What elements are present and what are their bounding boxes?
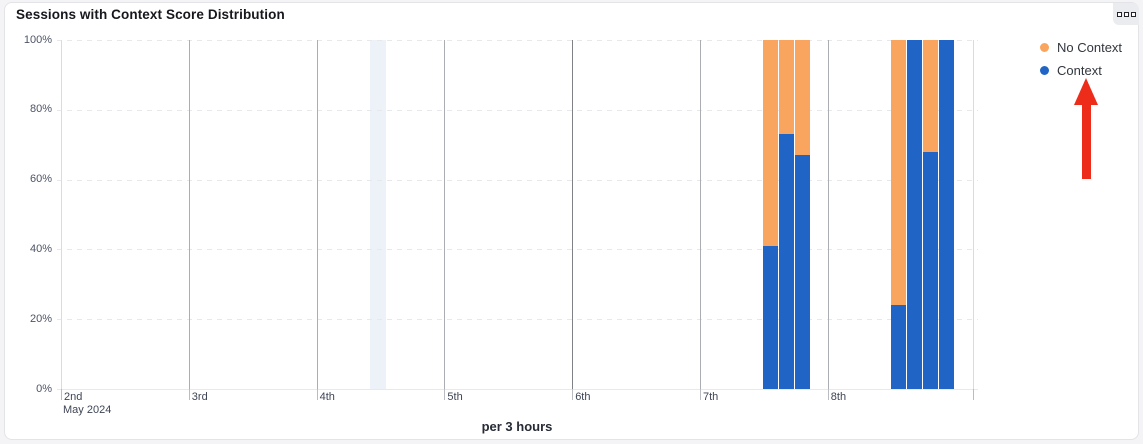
card-title: Sessions with Context Score Distribution [16,7,285,22]
bar-segment-context [938,40,954,389]
x-gridline [316,40,318,389]
bar-segment-context [778,134,794,389]
x-axis-day-label: 7th [703,391,719,403]
y-gridline [57,109,978,111]
bar-segment-no-context [778,40,794,135]
menu-square-icon [1116,11,1122,17]
stacked-bar [890,40,906,389]
x-gridline [700,40,701,389]
x-axis-tick [700,389,701,400]
x-axis-day-label: 8th [830,391,847,403]
bar-segment-context [922,151,938,389]
card-menu-button[interactable] [1113,3,1139,25]
x-axis-tick [444,389,446,400]
y-gridline [57,40,978,41]
y-axis-label: 0% [36,382,52,395]
x-axis-day-label: 4th [319,391,335,403]
arrow-shaft [1081,104,1091,179]
x-gridline [444,40,446,389]
stacked-bar [922,40,938,389]
legend-label: No Context [1057,40,1123,55]
legend-label: Context [1057,63,1102,78]
no-context-legend-dot-icon [1040,43,1049,52]
y-gridline [57,249,978,251]
x-gridline [827,40,829,389]
x-axis-tick [316,389,318,400]
y-axis-label: 100% [23,33,52,46]
stacked-bar [778,40,794,389]
x-gridline-end [973,40,974,389]
x-axis-day-label: 3rd [191,391,208,403]
y-gridline [57,179,978,181]
stacked-bar [906,40,922,389]
stacked-bar [794,40,810,389]
x-axis-day-label: 6th [575,391,591,403]
x-axis-day-label: 5th [447,391,463,403]
arrow-head-icon [1074,78,1098,105]
legend-item-no-context[interactable]: No Context [1040,40,1122,55]
stacked-bar [762,40,778,389]
menu-square-icon [1123,11,1129,17]
bar-segment-no-context [794,40,810,156]
x-axis-tick [827,389,829,400]
x-axis-title: per 3 hours [481,419,553,434]
x-axis-tick [973,389,974,400]
context-legend-dot-icon [1040,66,1049,75]
bar-segment-context [906,40,922,389]
bar-segment-context [762,245,778,389]
x-axis-tick [572,389,574,400]
y-axis-label: 80% [29,103,52,116]
x-axis-tick [188,389,190,400]
y-axis-label: 40% [29,242,52,255]
bar-segment-no-context [890,40,906,306]
x-axis-tick [61,389,62,400]
x-gridline [61,40,62,389]
stacked-bar [938,40,954,389]
y-gridline [57,319,978,321]
legend-item-context[interactable]: Context [1040,63,1102,78]
menu-square-icon [1130,11,1136,17]
x-axis-line [57,389,978,390]
y-axis-label: 60% [29,173,52,186]
bar-segment-no-context [762,40,778,246]
highlight-band [369,40,386,389]
bar-segment-context [890,305,906,389]
x-gridline [572,40,574,389]
bar-segment-context [794,155,810,389]
bar-segment-no-context [922,40,938,152]
x-axis-day-label: 2nd [64,391,83,403]
x-axis-month-label: May 2024 [63,404,112,416]
y-axis-label: 20% [29,312,52,325]
x-gridline [188,40,190,389]
